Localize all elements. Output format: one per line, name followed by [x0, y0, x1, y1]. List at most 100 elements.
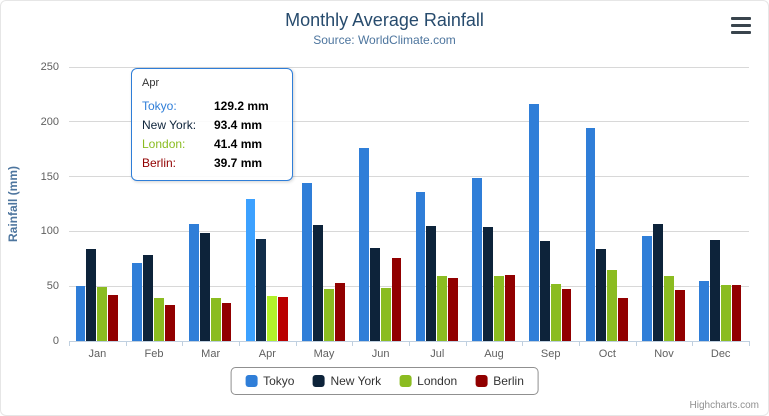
x-axis-label: Jun: [371, 348, 390, 360]
y-gridline: [69, 121, 749, 123]
legend-item-london[interactable]: London: [399, 374, 457, 388]
bar-tokyo-apr[interactable]: [245, 199, 256, 341]
legend-label: New York: [330, 374, 382, 388]
tooltip-row: New York: 93.4 mm: [142, 115, 282, 134]
legend-marker-icon: [312, 375, 325, 387]
x-axis-tick: [579, 341, 580, 346]
x-axis-tick: [239, 341, 240, 346]
x-axis-label: Jul: [430, 348, 445, 360]
bar-new-york-jul[interactable]: [426, 225, 437, 341]
bar-tokyo-feb[interactable]: [132, 262, 143, 341]
bar-london-aug[interactable]: [494, 275, 504, 341]
legend-label: Berlin: [493, 374, 524, 388]
tooltip-table: Tokyo: 129.2 mm New York: 93.4 mm London: 41.…: [142, 96, 282, 172]
bar-berlin-nov[interactable]: [674, 289, 685, 341]
bar-london-dec[interactable]: [720, 284, 731, 341]
tooltip-series-name: New York:: [142, 117, 197, 132]
y-tick-label: 150: [40, 170, 59, 183]
y-tick-label: 0: [52, 335, 59, 347]
bar-london-jan[interactable]: [97, 287, 108, 341]
bar-london-feb[interactable]: [154, 298, 164, 341]
bar-london-apr[interactable]: [267, 295, 278, 341]
x-axis-tick: [522, 341, 524, 346]
x-axis-tick: [69, 341, 70, 346]
legend-item-berlin[interactable]: Berlin: [475, 374, 524, 388]
bar-tokyo-aug[interactable]: [472, 178, 483, 341]
x-axis-label: Nov: [654, 348, 674, 360]
bar-tokyo-dec[interactable]: [698, 281, 709, 341]
x-axis-label: Aug: [484, 348, 504, 360]
bar-new-york-oct[interactable]: [596, 249, 607, 341]
tooltip-row: Berlin: 39.7 mm: [142, 153, 282, 172]
bar-berlin-sep[interactable]: [561, 288, 572, 341]
y-gridline: [69, 176, 749, 178]
bar-berlin-jul[interactable]: [448, 278, 459, 341]
y-tick-label: 250: [40, 61, 59, 73]
bar-berlin-dec[interactable]: [731, 284, 742, 341]
bar-berlin-oct[interactable]: [618, 298, 629, 341]
legend-marker-icon: [245, 375, 258, 387]
bar-new-york-dec[interactable]: [709, 239, 720, 341]
bar-tokyo-jul[interactable]: [415, 192, 426, 341]
bar-berlin-feb[interactable]: [164, 304, 175, 341]
bar-tokyo-mar[interactable]: [188, 224, 199, 341]
credits-link[interactable]: Highcharts.com: [689, 400, 759, 411]
bar-tokyo-nov[interactable]: [642, 236, 653, 341]
x-axis-tick: [635, 341, 637, 346]
bar-berlin-aug[interactable]: [504, 274, 515, 341]
bar-berlin-mar[interactable]: [221, 303, 232, 341]
y-tick-label: 50: [46, 280, 59, 293]
bar-new-york-may[interactable]: [313, 224, 323, 341]
y-tick-label: 200: [40, 115, 59, 128]
legend-item-new-york[interactable]: New York: [312, 374, 381, 388]
tooltip-series-name: Tokyo:: [142, 98, 177, 113]
x-axis-tick: [409, 341, 410, 346]
x-axis-label: Jan: [88, 348, 107, 360]
bar-new-york-mar[interactable]: [199, 233, 210, 341]
bar-new-york-aug[interactable]: [483, 226, 493, 341]
bar-london-oct[interactable]: [607, 269, 618, 341]
bar-london-nov[interactable]: [664, 276, 674, 341]
bar-berlin-jan[interactable]: [108, 294, 119, 341]
bar-tokyo-jun[interactable]: [358, 148, 369, 341]
tooltip: Apr Tokyo: 129.2 mm New York: 93.4 mm London…: [131, 68, 293, 181]
bar-london-sep[interactable]: [550, 283, 561, 341]
hamburger-menu-icon: [731, 17, 751, 20]
x-axis-label: Dec: [710, 348, 731, 360]
bar-new-york-sep[interactable]: [539, 241, 550, 341]
bar-new-york-apr[interactable]: [256, 238, 267, 341]
bar-london-jul[interactable]: [437, 276, 448, 341]
legend: Tokyo New York London Berlin: [230, 367, 539, 395]
tooltip-series-value: 39.7 mm: [214, 155, 263, 170]
x-axis-tick: [352, 341, 354, 346]
bar-tokyo-sep[interactable]: [528, 103, 539, 341]
legend-item-tokyo[interactable]: Tokyo: [245, 374, 294, 388]
bar-new-york-jun[interactable]: [369, 248, 380, 341]
x-axis-tick: [749, 341, 750, 346]
bar-berlin-jun[interactable]: [391, 258, 402, 341]
x-axis-label: Mar: [201, 348, 221, 360]
bar-tokyo-oct[interactable]: [585, 128, 596, 341]
bar-tokyo-jan[interactable]: [75, 286, 86, 341]
chart-subtitle: Source: WorldClimate.com: [313, 33, 456, 47]
hamburger-menu-icon: [731, 24, 751, 27]
bar-new-york-feb[interactable]: [143, 254, 153, 341]
bar-london-mar[interactable]: [210, 297, 221, 341]
bar-berlin-apr[interactable]: [278, 297, 289, 341]
tooltip-series-value: 129.2 mm: [214, 98, 269, 113]
export-menu-button[interactable]: [731, 17, 753, 34]
legend-label: Tokyo: [263, 374, 295, 388]
chart-title: Monthly Average Rainfall: [285, 10, 484, 30]
x-axis-tick: [125, 341, 127, 346]
bar-berlin-may[interactable]: [334, 283, 345, 341]
bar-london-jun[interactable]: [380, 288, 391, 341]
bar-new-york-jan[interactable]: [86, 249, 97, 341]
tooltip-series-name: Berlin:: [142, 155, 177, 170]
tooltip-series-name: London:: [142, 136, 186, 151]
bar-new-york-nov[interactable]: [653, 224, 663, 341]
x-axis-label: Apr: [258, 348, 276, 360]
y-gridline: [69, 66, 749, 68]
bar-tokyo-may[interactable]: [302, 183, 313, 341]
bar-london-may[interactable]: [324, 289, 334, 341]
